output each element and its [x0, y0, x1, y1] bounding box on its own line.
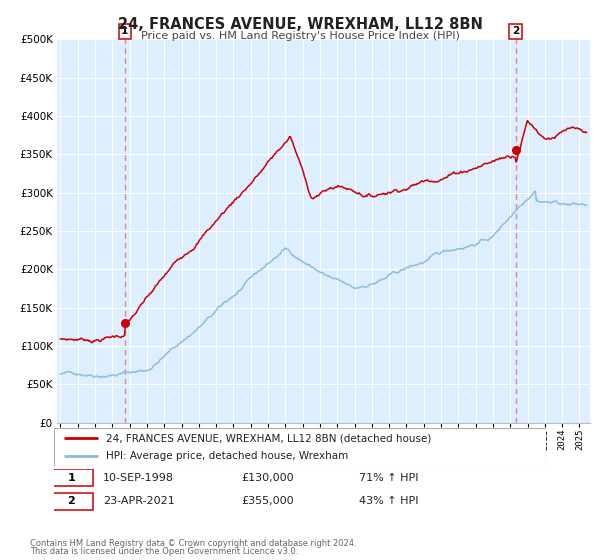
- Text: 2: 2: [67, 497, 75, 506]
- Text: Contains HM Land Registry data © Crown copyright and database right 2024.: Contains HM Land Registry data © Crown c…: [30, 539, 356, 548]
- Text: 10-SEP-1998: 10-SEP-1998: [103, 473, 174, 483]
- Text: 24, FRANCES AVENUE, WREXHAM, LL12 8BN (detached house): 24, FRANCES AVENUE, WREXHAM, LL12 8BN (d…: [106, 433, 431, 443]
- Text: 1: 1: [67, 473, 75, 483]
- Text: 1: 1: [121, 26, 128, 36]
- Text: HPI: Average price, detached house, Wrexham: HPI: Average price, detached house, Wrex…: [106, 451, 348, 461]
- Text: 2: 2: [512, 26, 519, 36]
- FancyBboxPatch shape: [49, 493, 94, 510]
- FancyBboxPatch shape: [49, 469, 94, 487]
- Text: 71% ↑ HPI: 71% ↑ HPI: [359, 473, 419, 483]
- Text: £355,000: £355,000: [241, 497, 293, 506]
- Text: 43% ↑ HPI: 43% ↑ HPI: [359, 497, 419, 506]
- Text: 24, FRANCES AVENUE, WREXHAM, LL12 8BN: 24, FRANCES AVENUE, WREXHAM, LL12 8BN: [118, 17, 482, 32]
- Text: 23-APR-2021: 23-APR-2021: [103, 497, 175, 506]
- Text: £130,000: £130,000: [241, 473, 293, 483]
- Text: This data is licensed under the Open Government Licence v3.0.: This data is licensed under the Open Gov…: [30, 547, 298, 556]
- Text: Price paid vs. HM Land Registry's House Price Index (HPI): Price paid vs. HM Land Registry's House …: [140, 31, 460, 41]
